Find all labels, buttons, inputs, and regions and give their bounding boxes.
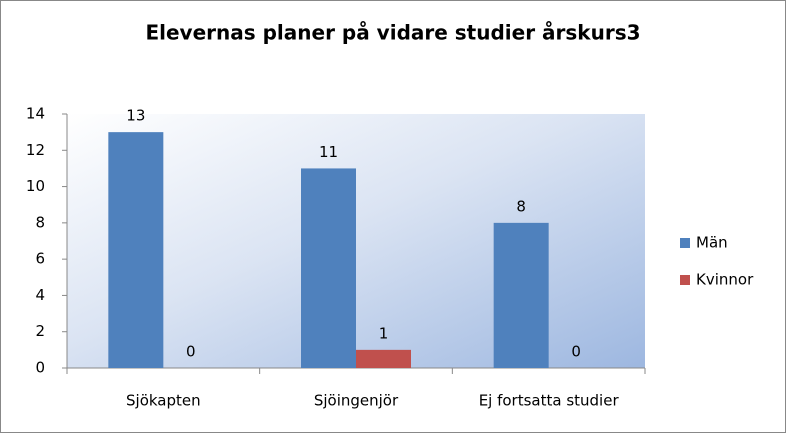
x-tick-label: Sjöingenjör	[314, 392, 399, 410]
y-tick-label: 0	[35, 359, 45, 377]
legend-label: Män	[696, 234, 728, 252]
data-label: 0	[571, 343, 581, 361]
data-label: 1	[379, 324, 389, 342]
bar	[356, 349, 411, 368]
x-tick-label: Ej fortsatta studier	[479, 392, 620, 410]
data-label: 8	[516, 197, 526, 215]
bar	[108, 132, 164, 368]
y-tick-label: 4	[35, 286, 45, 304]
chart-title: Elevernas planer på vidare studier årsku…	[145, 21, 640, 45]
data-label: 13	[126, 107, 145, 125]
y-tick-label: 2	[35, 322, 45, 340]
legend-swatch	[680, 275, 690, 285]
bar	[301, 168, 356, 368]
y-tick-label: 10	[26, 177, 45, 195]
data-label: 0	[186, 343, 196, 361]
legend-label: Kvinnor	[696, 271, 754, 289]
x-tick-label: Sjökapten	[126, 392, 201, 410]
y-tick-label: 6	[35, 250, 45, 268]
bar	[493, 222, 549, 368]
y-tick-label: 14	[26, 105, 45, 123]
y-tick-label: 12	[26, 141, 45, 159]
legend-swatch	[680, 238, 690, 248]
data-label: 11	[319, 143, 338, 161]
y-tick-label: 8	[35, 213, 45, 231]
